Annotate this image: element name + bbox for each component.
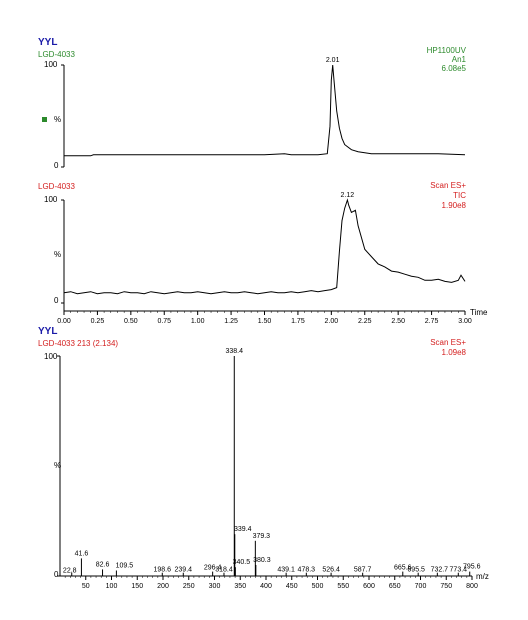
legend-square-icon bbox=[42, 117, 47, 122]
panel2-x-tick-label: 2.25 bbox=[358, 318, 372, 325]
spectrum-peak-label: 439.1 bbox=[277, 567, 295, 574]
panel3-x-tick-label: 150 bbox=[131, 583, 143, 590]
spectrum-peak-label: 695.5 bbox=[407, 567, 425, 574]
panel3-x-tick-label: 450 bbox=[286, 583, 298, 590]
panel2-x-tick-label: 1.25 bbox=[224, 318, 238, 325]
panel2-x-tick-label: 0.00 bbox=[57, 318, 71, 325]
panel1-sample: LGD-4033 bbox=[38, 50, 75, 59]
panel2-x-tick-label: 1.00 bbox=[191, 318, 205, 325]
panel1-detector: HP1100UV bbox=[426, 46, 466, 55]
panel3-x-tick-label: 600 bbox=[363, 583, 375, 590]
panel3-scan: Scan ES+ bbox=[430, 338, 466, 347]
org-label-top: YYL bbox=[38, 37, 58, 48]
spectrum-peak-label: 109.5 bbox=[116, 563, 134, 570]
panel2-x-tick-label: 2.00 bbox=[325, 318, 339, 325]
panel3-x-tick-label: 400 bbox=[260, 583, 272, 590]
panel3-x-tick-label: 750 bbox=[440, 583, 452, 590]
org-label-bottom: YYL bbox=[38, 326, 58, 337]
panel1-channel: An1 bbox=[451, 55, 466, 64]
panel1-peak-label: 2.01 bbox=[326, 57, 340, 64]
spectrum-peak-label: 526.4 bbox=[322, 567, 340, 574]
panel2-x-tick-label: 2.50 bbox=[391, 318, 405, 325]
panel3-x-tick-label: 100 bbox=[106, 583, 118, 590]
spectrum-peak-label: 239.4 bbox=[175, 567, 193, 574]
spectrum-peak-label: 296.4 bbox=[204, 565, 222, 572]
spectrum-peak-label: 82.6 bbox=[96, 561, 110, 568]
panel3-x-tick-label: 200 bbox=[157, 583, 169, 590]
panel2-x-tick-label: 1.50 bbox=[258, 318, 272, 325]
panel3-intensity: 1.09e8 bbox=[441, 348, 466, 357]
spectrum-peak-label: 665.6 bbox=[394, 565, 412, 572]
panel3-x-tick-label: 800 bbox=[466, 583, 478, 590]
spectrum-peak-label: 318.4 bbox=[215, 567, 233, 574]
spectrum-peak-label: 773.4 bbox=[450, 567, 468, 574]
spectrum-peak-label: 380.3 bbox=[253, 557, 271, 564]
spectrum-peak-label: 732.7 bbox=[431, 567, 449, 574]
panel2-x-tick-label: 0.75 bbox=[157, 318, 171, 325]
panel3-y-zero: 0 bbox=[54, 570, 59, 579]
spectrum-peak-label: 339.4 bbox=[234, 526, 252, 533]
panel1-intensity: 6.08e5 bbox=[441, 64, 466, 73]
panel1-uv-trace bbox=[64, 64, 466, 157]
panel1-y-top: 100 bbox=[44, 60, 58, 69]
panel3-x-tick-label: 50 bbox=[82, 583, 90, 590]
panel3-y-mid: % bbox=[54, 461, 62, 470]
panel3-x-tick-label: 350 bbox=[234, 583, 246, 590]
panel2-mode: TIC bbox=[453, 191, 466, 200]
panel3-x-tick-label: 500 bbox=[312, 583, 324, 590]
spectrum-peak-label: 587.7 bbox=[354, 567, 372, 574]
panel3-sample: LGD-4033 213 (2.134) bbox=[38, 339, 119, 348]
spectrum-peak-label: 338.4 bbox=[226, 348, 244, 355]
panel2-scan: Scan ES+ bbox=[430, 181, 466, 190]
spectrum-peak-label: 41.6 bbox=[75, 550, 89, 557]
spectrum-peak-label: 379.3 bbox=[253, 533, 271, 540]
panel2-peak-label: 2.12 bbox=[341, 192, 355, 199]
spectrum-peak-label: 22.8 bbox=[63, 568, 77, 575]
panel2-x-title: Time bbox=[470, 308, 488, 317]
panel2-x-tick-label: 2.75 bbox=[425, 318, 439, 325]
panel1-y-zero: 0 bbox=[54, 161, 59, 170]
panel2-y-zero: 0 bbox=[54, 296, 59, 305]
panel3-x-tick-label: 300 bbox=[209, 583, 221, 590]
panel2-y-top: 100 bbox=[44, 195, 58, 204]
panel2-y-mid: % bbox=[54, 250, 62, 259]
panel3-x-tick-label: 250 bbox=[183, 583, 195, 590]
panel2-x-tick-label: 0.25 bbox=[91, 318, 105, 325]
spectrum-peak-label: 795.6 bbox=[463, 564, 481, 571]
spectrum-peak-label: 340.5 bbox=[233, 559, 251, 566]
panel2-sample: LGD-4033 bbox=[38, 182, 75, 191]
panel3-x-title: m/z bbox=[476, 572, 489, 581]
panel3-x-tick-label: 650 bbox=[389, 583, 401, 590]
panel2-x-tick-label: 3.00 bbox=[458, 318, 472, 325]
panel2-x-tick-label: 1.75 bbox=[291, 318, 305, 325]
panel3-x-tick-label: 700 bbox=[415, 583, 427, 590]
panel2-tic-trace bbox=[63, 198, 466, 295]
panel3-x-tick-label: 550 bbox=[337, 583, 349, 590]
panel2-intensity: 1.90e8 bbox=[441, 201, 466, 210]
panel1-y-mid: % bbox=[54, 115, 62, 124]
spectrum-peak-label: 478.3 bbox=[298, 567, 316, 574]
panel3-y-top: 100 bbox=[44, 352, 58, 361]
panel2-x-tick-label: 0.50 bbox=[124, 318, 138, 325]
spectrum-peak-label: 198.6 bbox=[154, 567, 172, 574]
